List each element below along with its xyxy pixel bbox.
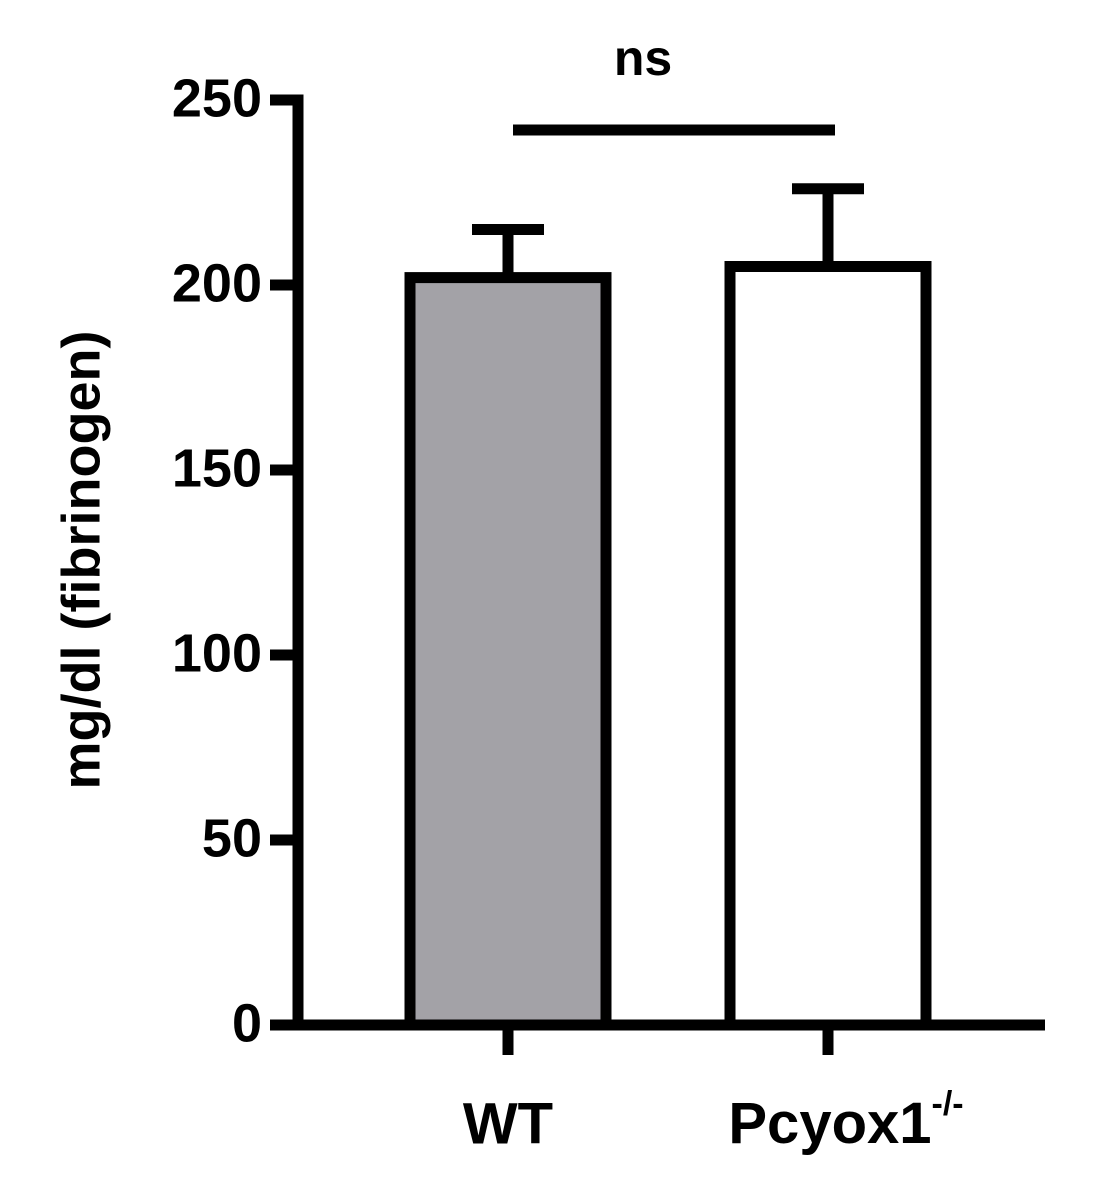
- y-tick-label: 150: [172, 438, 262, 498]
- annotation: ns: [614, 30, 672, 86]
- y-tick-label: 100: [172, 623, 262, 683]
- y-tick-label: 200: [172, 253, 262, 313]
- y-tick-label: 50: [202, 808, 262, 868]
- bar: [404, 272, 612, 1031]
- y-tick-label: 250: [172, 68, 262, 128]
- x-tick-label: Pcyox1-/-: [728, 1085, 963, 1156]
- y-tick-label: 0: [232, 993, 262, 1053]
- bar: [724, 261, 932, 1031]
- y-axis-label: mg/dl (fibrinogen): [51, 331, 111, 790]
- x-tick-label: WT: [463, 1091, 553, 1156]
